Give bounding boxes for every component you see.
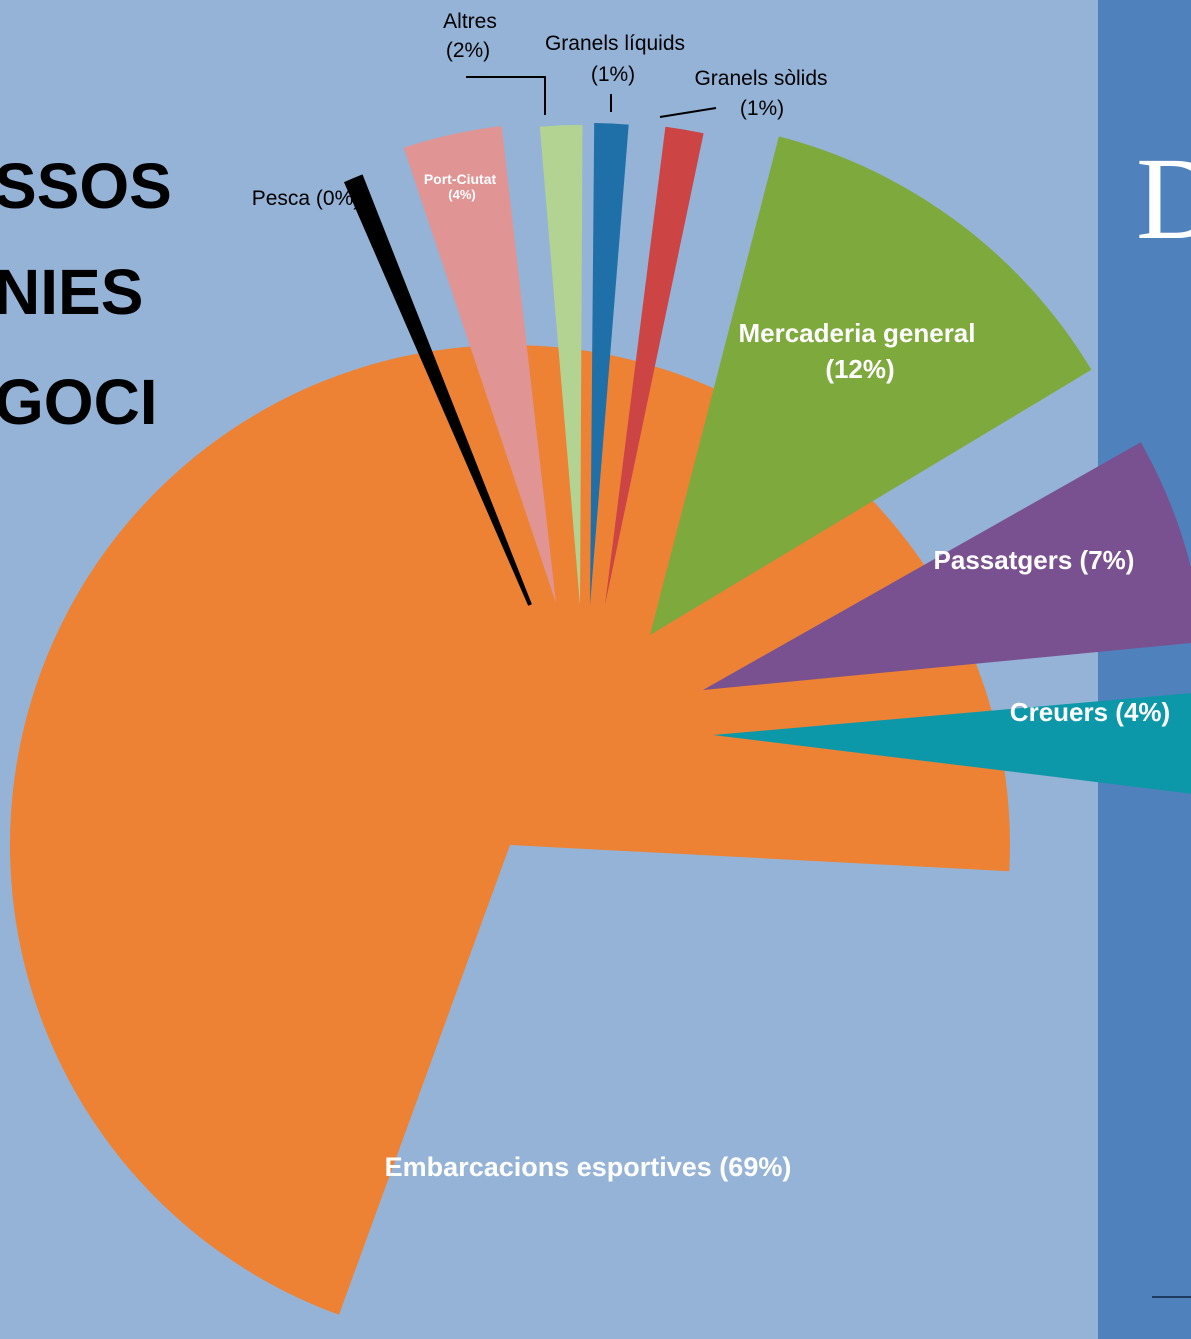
slice-pesca: [343, 174, 532, 606]
heading-line-2: NIES: [0, 256, 144, 328]
heading-line-1: SSOS: [0, 150, 172, 222]
heading-line-3: GOCI: [0, 366, 158, 438]
slice-port-ciutat: [403, 126, 556, 603]
leader-line-granels-solids: [659, 107, 717, 118]
label-granels-liquids-line2: (1%): [591, 63, 635, 86]
slice-granels-solids: [605, 126, 704, 606]
side-panel-rule: [1152, 1296, 1191, 1298]
label-embarcacions: Embarcacions esportives (69%): [385, 1152, 792, 1182]
label-granels-solids-line1: Granels sòlids: [694, 67, 827, 90]
label-altres-line2: (2%): [446, 39, 490, 62]
slice-mercaderia-general: [650, 136, 1092, 635]
label-granels-liquids-line1: Granels líquids: [545, 32, 685, 55]
slice-embarcacions: [9, 344, 1010, 1315]
side-panel-letter: D: [1136, 133, 1191, 264]
label-pesca: Pesca (0%): [252, 187, 361, 210]
label-passatgers: Passatgers (7%): [934, 545, 1135, 575]
label-granels-solids-line2: (1%): [740, 97, 784, 120]
slice-passatgers: [703, 442, 1191, 690]
slice-creuers: [713, 693, 1191, 794]
label-port-ciutat-line2: (4%): [448, 187, 475, 202]
leader-line-altres: [466, 76, 546, 115]
slice-altres: [539, 124, 583, 605]
slice-granels-liquids: [590, 123, 629, 605]
label-port-ciutat-line1: Port-Ciutat: [424, 171, 497, 187]
label-creuers: Creuers (4%): [1010, 697, 1170, 727]
label-mercaderia-line1: Mercaderia general: [738, 318, 975, 348]
side-panel: [1098, 0, 1191, 1339]
label-mercaderia-line2: (12%): [825, 354, 894, 384]
label-altres-line1: Altres: [443, 10, 497, 33]
